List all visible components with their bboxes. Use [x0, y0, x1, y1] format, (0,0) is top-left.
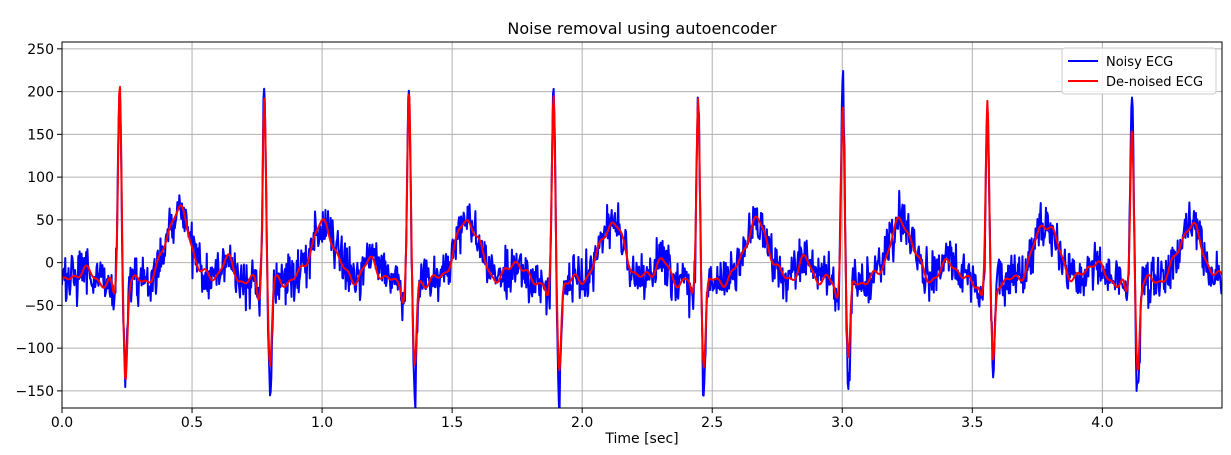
y-tick-label: −100 [16, 341, 54, 357]
legend-box [1061, 47, 1217, 95]
x-tick-label: 2.0 [571, 415, 593, 431]
y-tick-label: −150 [16, 384, 54, 400]
x-tick-label: 3.0 [831, 415, 853, 431]
x-axis-label: Time [sec] [604, 431, 678, 447]
x-tick-label: 0.0 [51, 415, 73, 431]
y-tick-label: −50 [24, 298, 54, 314]
y-tick-label: 50 [36, 213, 54, 229]
y-tick-label: 200 [27, 85, 54, 101]
series-line-de-noised-ecg [62, 85, 1222, 381]
x-tick-label: 0.5 [181, 415, 203, 431]
y-tick-label: 250 [27, 42, 54, 58]
series-layer [62, 69, 1222, 408]
plot-frame [61, 41, 1223, 409]
x-tick-label: 2.5 [701, 415, 723, 431]
x-axis-ticks: 0.0 0.5 1.0 1.5 2.0 2.5 3.0 3.5 4.0 [51, 408, 1113, 431]
legend-label-noisy-ecg: Noisy ECG [1106, 55, 1173, 70]
legend-label-de-noised-ecg: De-noised ECG [1106, 75, 1203, 90]
x-tick-label: 3.5 [961, 415, 983, 431]
x-tick-label: 4.0 [1091, 415, 1113, 431]
x-tick-label: 1.5 [441, 415, 463, 431]
legend: Noisy ECG De-noised ECG [1061, 47, 1217, 95]
y-tick-label: 150 [27, 127, 54, 143]
chart-title: Noise removal using autoencoder [507, 19, 777, 38]
x-tick-label: 1.0 [311, 415, 333, 431]
y-tick-label: 0 [45, 256, 54, 272]
y-axis-ticks: −150 −100 −50 0 50 100 150 200 250 [16, 42, 62, 400]
grid-lines [61, 42, 1222, 408]
y-tick-label: 100 [27, 170, 54, 186]
